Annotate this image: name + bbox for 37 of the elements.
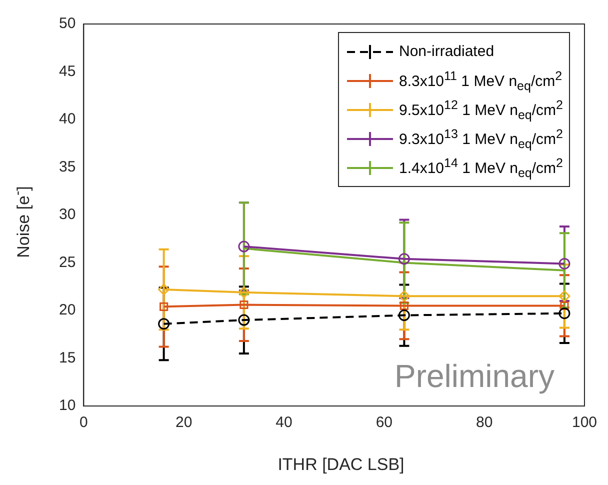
point bbox=[558, 308, 570, 320]
point bbox=[400, 301, 408, 310]
y-tick-label: 10 bbox=[58, 397, 76, 414]
legend-label: 8.3x10$^{11}$ 1 MeV n$_{eq}$/cm$^{2}$ bbox=[398, 68, 562, 92]
y-tick-label: 25 bbox=[58, 254, 76, 271]
point bbox=[398, 310, 410, 322]
point bbox=[558, 258, 570, 270]
y-tick-label: 30 bbox=[58, 206, 76, 224]
x-tick-label: 20 bbox=[176, 414, 192, 432]
point bbox=[398, 253, 410, 265]
x-tick-label: 80 bbox=[476, 414, 493, 432]
x-tick-label: 100 bbox=[572, 414, 597, 432]
point bbox=[238, 314, 250, 326]
legend-label: 9.3x10$^{13}$ 1 MeV n$_{eq}$/cm$^{2}$ bbox=[398, 126, 563, 150]
point bbox=[158, 318, 170, 330]
point bbox=[240, 300, 248, 310]
x-tick-label: 60 bbox=[376, 414, 393, 432]
y-tick-label: 20 bbox=[58, 302, 76, 319]
legend-label: 1.4x10$^{14}$ 1 MeV n$_{eq}$/cm$^{2}$ bbox=[398, 156, 563, 180]
y-tick-label: 40 bbox=[58, 110, 76, 128]
point bbox=[558, 290, 570, 302]
point bbox=[160, 302, 168, 311]
point bbox=[158, 284, 170, 296]
point bbox=[560, 301, 569, 310]
y-tick-label: 45 bbox=[58, 62, 76, 80]
legend-label: Non-irradiated bbox=[398, 43, 494, 60]
point bbox=[238, 286, 250, 298]
point bbox=[398, 290, 410, 302]
point bbox=[238, 240, 250, 252]
annotation: Preliminary bbox=[394, 358, 554, 394]
y-tick-label: 35 bbox=[58, 158, 76, 176]
y-tick-label: 50 bbox=[58, 15, 76, 32]
y-tick-label: 15 bbox=[58, 349, 76, 366]
x-tick-label: 0 bbox=[80, 414, 88, 432]
x-tick-label: 40 bbox=[276, 414, 292, 432]
x-axis-title: ITHR [DAC LSB] bbox=[276, 455, 406, 475]
legend-label: 9.5x10$^{12}$ 1 MeV n$_{eq}$/cm$^{2}$ bbox=[398, 98, 563, 122]
